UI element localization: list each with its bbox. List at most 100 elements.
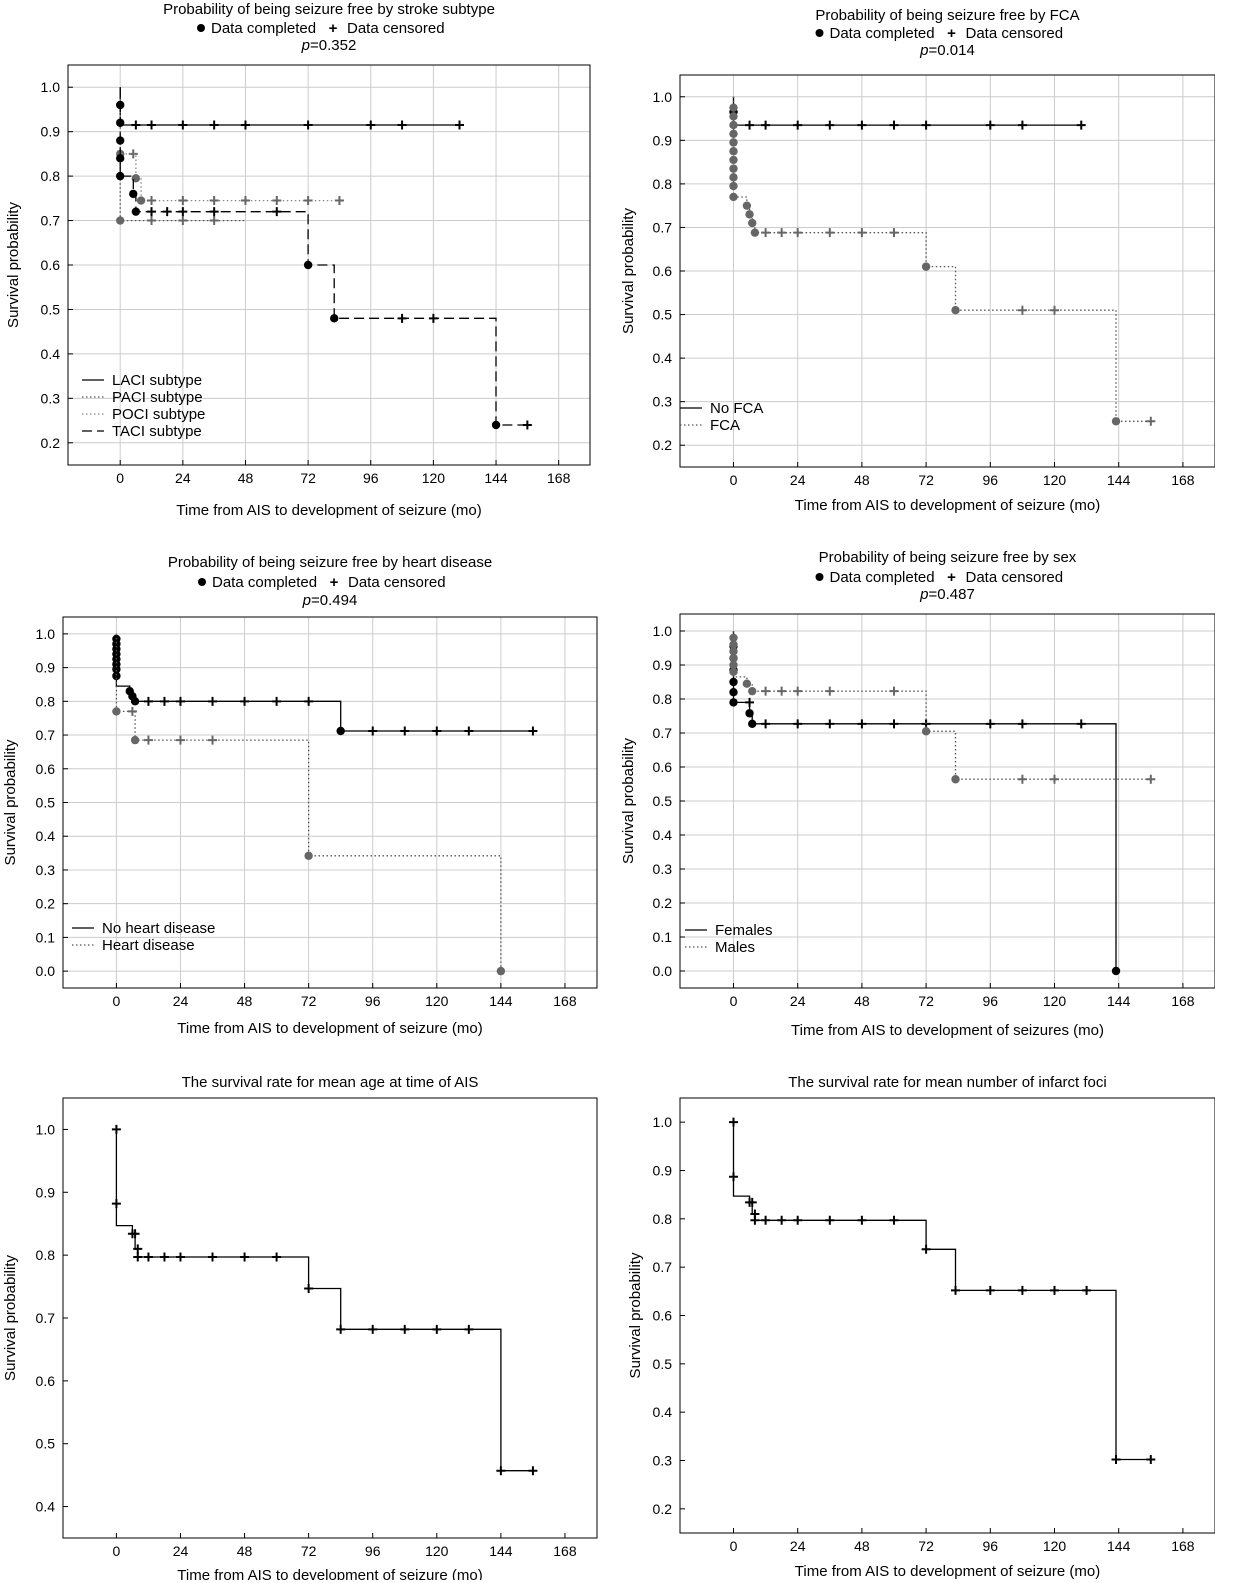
- y-tick-label-0: 0.4: [36, 1499, 56, 1515]
- y-tick-label-9: 0.9: [653, 657, 673, 673]
- y-tick-label-5: 0.7: [653, 219, 673, 235]
- censored-point-0-8: [1017, 120, 1027, 130]
- event-point-1-1: [729, 112, 738, 121]
- x-tick-label-0: 0: [730, 472, 738, 488]
- censored-point-1-1: [777, 686, 787, 696]
- series-line-2: [119, 87, 340, 202]
- censored-point-1-1: [147, 216, 157, 226]
- p-value-text: =0.014: [929, 42, 975, 59]
- censored-point-0-3: [208, 696, 218, 706]
- event-point-1-7: [729, 164, 738, 173]
- event-point-3-3: [116, 154, 125, 163]
- censored-point-0-0: [745, 120, 755, 130]
- series-line-1: [732, 631, 1151, 780]
- censored-point-3-0: [147, 207, 157, 217]
- censored-point-0-6: [304, 696, 314, 706]
- censored-point-3-2: [178, 207, 188, 217]
- censored-point-0-19: [1146, 1455, 1156, 1465]
- event-point-1-9: [729, 181, 738, 191]
- censored-label: Data censored: [966, 25, 1064, 42]
- censored-point-0-13: [336, 1324, 346, 1334]
- series-line-0: [115, 633, 533, 732]
- censored-point-0-18: [1111, 1455, 1121, 1465]
- event-point-1-3: [729, 129, 738, 138]
- chart-svg-stroke-subtype: 0 24 48 72 96 120 144 168 0.2 0.3 0.4 0.5 0.6 0.7 0.8 0…: [5, 1, 591, 519]
- censored-point-0-0: [111, 1124, 121, 1134]
- y-tick-label-1: 0.5: [36, 1436, 56, 1452]
- x-tick-label-2: 48: [854, 472, 870, 488]
- x-tick-label-6: 144: [1107, 1538, 1131, 1554]
- chart-panel-sex: 0 24 48 72 96 120 144 168 0.0 0.1 0.2 0.3 0.4 0.5 0.6 0…: [615, 545, 1215, 1045]
- censored-point-1-2: [793, 686, 803, 696]
- y-tick-label-0: 0.0: [36, 963, 56, 979]
- censored-marker-icon: +: [947, 569, 956, 586]
- censored-point-0-14: [368, 1324, 378, 1334]
- censored-point-0-11: [889, 1215, 899, 1225]
- marker-legend: Data completed + Data censored: [815, 25, 1064, 42]
- x-tick-label-3: 72: [918, 472, 934, 488]
- censored-point-0-7: [368, 726, 378, 736]
- censored-point-2-4: [272, 196, 282, 206]
- p-value: p=0.487: [919, 586, 975, 603]
- chart-title: Probability of being seizure free by hea…: [168, 554, 492, 571]
- censored-point-2-0: [147, 196, 157, 206]
- censored-point-0-9: [1076, 120, 1086, 130]
- y-tick-label-8: 1.0: [653, 89, 673, 105]
- event-point-1-3: [496, 966, 506, 976]
- chart-panel-mean-age: 0 24 48 72 96 120 144 168 0.4 0.5 0.6 0.7 0.8 0.9 1.0 T…: [0, 1068, 600, 1580]
- y-tick-label-2: 0.6: [36, 1373, 56, 1389]
- chart-svg-heart-disease: 0 24 48 72 96 120 144 168 0.0 0.1 0.2 0.3 0.4 0.5 0.6 0…: [2, 554, 598, 1037]
- censored-point-1-4: [889, 686, 899, 696]
- y-tick-label-6: 0.8: [653, 176, 673, 192]
- event-point-0-10: [130, 697, 140, 706]
- censored-point-0-3: [825, 719, 835, 729]
- y-axis-label: Survival probability: [2, 739, 19, 865]
- censored-point-0-0: [131, 120, 141, 130]
- event-point-1-5: [729, 667, 738, 676]
- censored-point-1-2: [178, 216, 188, 226]
- x-tick-label-2: 48: [238, 470, 254, 486]
- x-axis-label: Time from AIS to development of seizures…: [791, 1022, 1104, 1039]
- p-value: p=0.352: [301, 37, 357, 54]
- legend-label-0: LACI subtype: [112, 372, 202, 389]
- series-line-0: [115, 1129, 533, 1472]
- event-point-1-8: [729, 173, 738, 182]
- y-tick-label-6: 0.6: [653, 759, 673, 775]
- censored-point-0-7: [397, 120, 407, 130]
- y-tick-label-3: 0.5: [41, 301, 61, 317]
- censored-point-0-2: [793, 120, 803, 130]
- y-tick-label-2: 0.4: [653, 1404, 673, 1420]
- chart-panel-fca: 0 24 48 72 96 120 144 168 0.2 0.3 0.4 0.5 0.6 0.7 0.8 0…: [615, 5, 1215, 530]
- censored-point-0-17: [464, 1324, 474, 1334]
- censored-point-0-5: [303, 120, 313, 130]
- chart-svg-fca: 0 24 48 72 96 120 144 168 0.2 0.3 0.4 0.5 0.6 0.7 0.8 0…: [620, 7, 1215, 514]
- chart-panel-stroke-subtype: 0 24 48 72 96 120 144 168 0.2 0.3 0.4 0.5 0.6 0.7 0.8 0…: [0, 0, 600, 525]
- censored-point-0-0: [143, 696, 153, 706]
- censored-point-2-1: [178, 196, 188, 206]
- censored-point-0-1: [147, 120, 157, 130]
- x-tick-label-6: 144: [489, 1543, 513, 1559]
- censored-point-0-8: [1017, 719, 1027, 729]
- y-tick-label-7: 0.7: [653, 725, 673, 741]
- series-line-0: [119, 87, 460, 126]
- censored-point-1-5: [889, 228, 899, 238]
- x-tick-label-0: 0: [113, 1543, 121, 1559]
- y-tick-label-0: 0.2: [653, 437, 673, 453]
- censored-point-0-2: [178, 120, 188, 130]
- censored-point-0-5: [133, 1252, 143, 1262]
- censored-point-0-17: [1082, 1285, 1092, 1295]
- event-point-1-1: [729, 640, 738, 649]
- censored-point-0-9: [208, 1252, 218, 1262]
- event-point-1-2: [729, 647, 738, 656]
- p-value-text: =0.352: [310, 37, 356, 54]
- event-point-1-0: [112, 707, 121, 716]
- x-tick-label-2: 48: [854, 1538, 870, 1554]
- censored-point-1-0: [761, 228, 771, 238]
- x-tick-label-0: 0: [730, 1538, 738, 1554]
- y-axis-label: Survival probability: [2, 1255, 19, 1381]
- censored-point-1-7: [1146, 774, 1156, 784]
- x-tick-label-4: 96: [983, 1538, 999, 1554]
- x-tick-label-3: 72: [301, 993, 317, 1009]
- y-tick-label-3: 0.5: [653, 307, 673, 323]
